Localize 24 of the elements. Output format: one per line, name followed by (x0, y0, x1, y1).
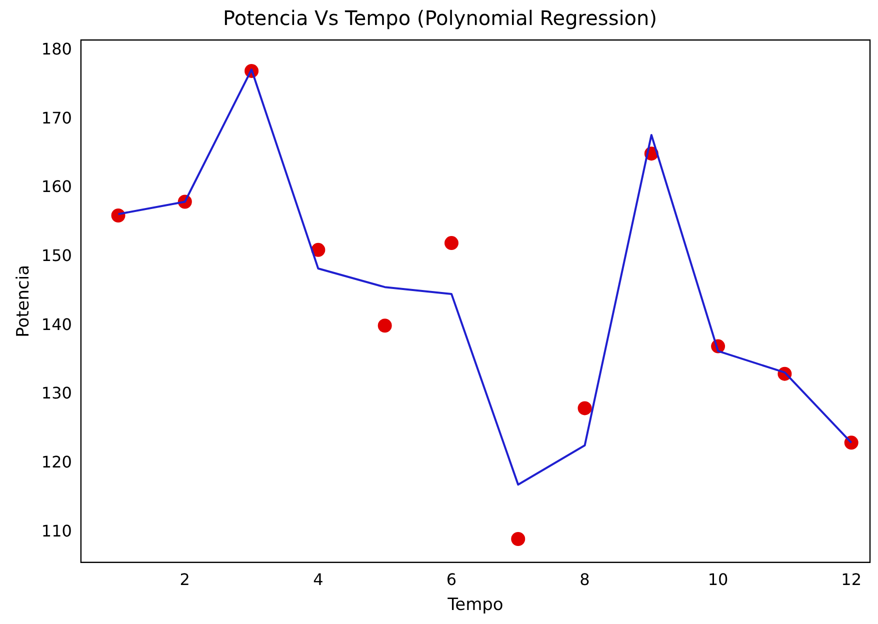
y-axis-title: Potencia (14, 264, 34, 338)
y-tick-label: 140 (41, 314, 72, 334)
point (311, 242, 326, 257)
x-tick-label: 12 (841, 570, 862, 590)
x-tick-label: 8 (580, 570, 590, 590)
y-tick-label: 130 (41, 384, 72, 403)
point (444, 236, 458, 250)
point (378, 318, 392, 333)
x-tick-label: 10 (708, 570, 728, 590)
point (511, 532, 526, 546)
x-tick-label: 2 (180, 570, 190, 590)
point (111, 208, 126, 223)
y-tick-label: 180 (41, 39, 72, 58)
y-tick-label: 120 (41, 452, 72, 472)
point (844, 436, 858, 450)
chart-title: Potencia Vs Tempo (Polynomial Regression) (222, 6, 658, 30)
x-tick-label: 4 (313, 570, 324, 590)
point (578, 401, 592, 416)
y-tick-label: 160 (41, 177, 72, 196)
x-tick-label: 6 (446, 570, 457, 590)
y-tick-label: 150 (41, 246, 72, 265)
x-axis-title: Tempo (446, 595, 504, 616)
y-tick-label: 110 (41, 521, 72, 540)
y-tick-label: 170 (41, 108, 72, 128)
